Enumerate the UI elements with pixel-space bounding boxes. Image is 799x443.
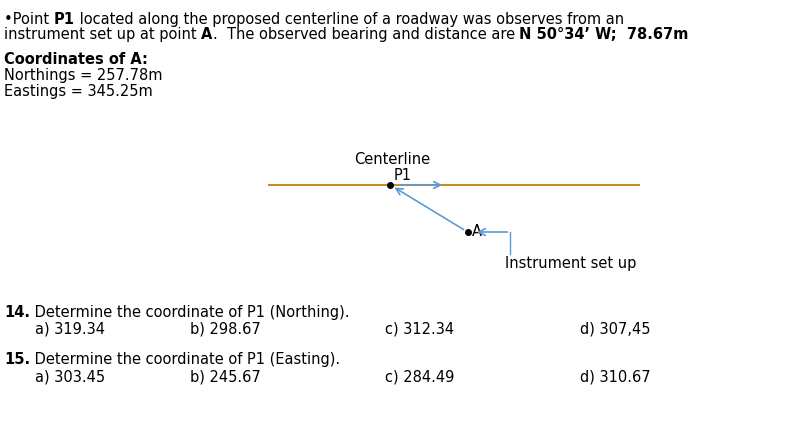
Text: N 50°34’ W;  78.67m: N 50°34’ W; 78.67m <box>519 27 689 42</box>
Text: 15.: 15. <box>4 352 30 367</box>
Text: .  The observed bearing and distance are: . The observed bearing and distance are <box>213 27 519 42</box>
Text: located along the proposed centerline of a roadway was observes from an: located along the proposed centerline of… <box>75 12 624 27</box>
Text: b) 298.67: b) 298.67 <box>190 322 260 337</box>
Text: A: A <box>472 224 482 238</box>
Text: P1: P1 <box>394 168 412 183</box>
Text: c) 312.34: c) 312.34 <box>385 322 454 337</box>
Text: Determine the coordinate of P1 (Northing).: Determine the coordinate of P1 (Northing… <box>30 305 349 320</box>
Text: Centerline: Centerline <box>354 152 430 167</box>
Text: d) 307,45: d) 307,45 <box>580 322 650 337</box>
Text: a) 303.45: a) 303.45 <box>35 369 105 384</box>
Text: d) 310.67: d) 310.67 <box>580 369 650 384</box>
Text: 14.: 14. <box>4 305 30 320</box>
Text: •Point: •Point <box>4 12 54 27</box>
Text: Determine the coordinate of P1 (Easting).: Determine the coordinate of P1 (Easting)… <box>30 352 340 367</box>
Text: instrument set up at point: instrument set up at point <box>4 27 201 42</box>
Text: c) 284.49: c) 284.49 <box>385 369 455 384</box>
Text: b) 245.67: b) 245.67 <box>190 369 260 384</box>
Text: Coordinates of A:: Coordinates of A: <box>4 52 148 67</box>
Text: a) 319.34: a) 319.34 <box>35 322 105 337</box>
Text: Instrument set up: Instrument set up <box>505 256 636 271</box>
Text: A: A <box>201 27 213 42</box>
Text: Northings = 257.78m: Northings = 257.78m <box>4 68 162 83</box>
Text: Eastings = 345.25m: Eastings = 345.25m <box>4 84 153 99</box>
Text: P1: P1 <box>54 12 75 27</box>
